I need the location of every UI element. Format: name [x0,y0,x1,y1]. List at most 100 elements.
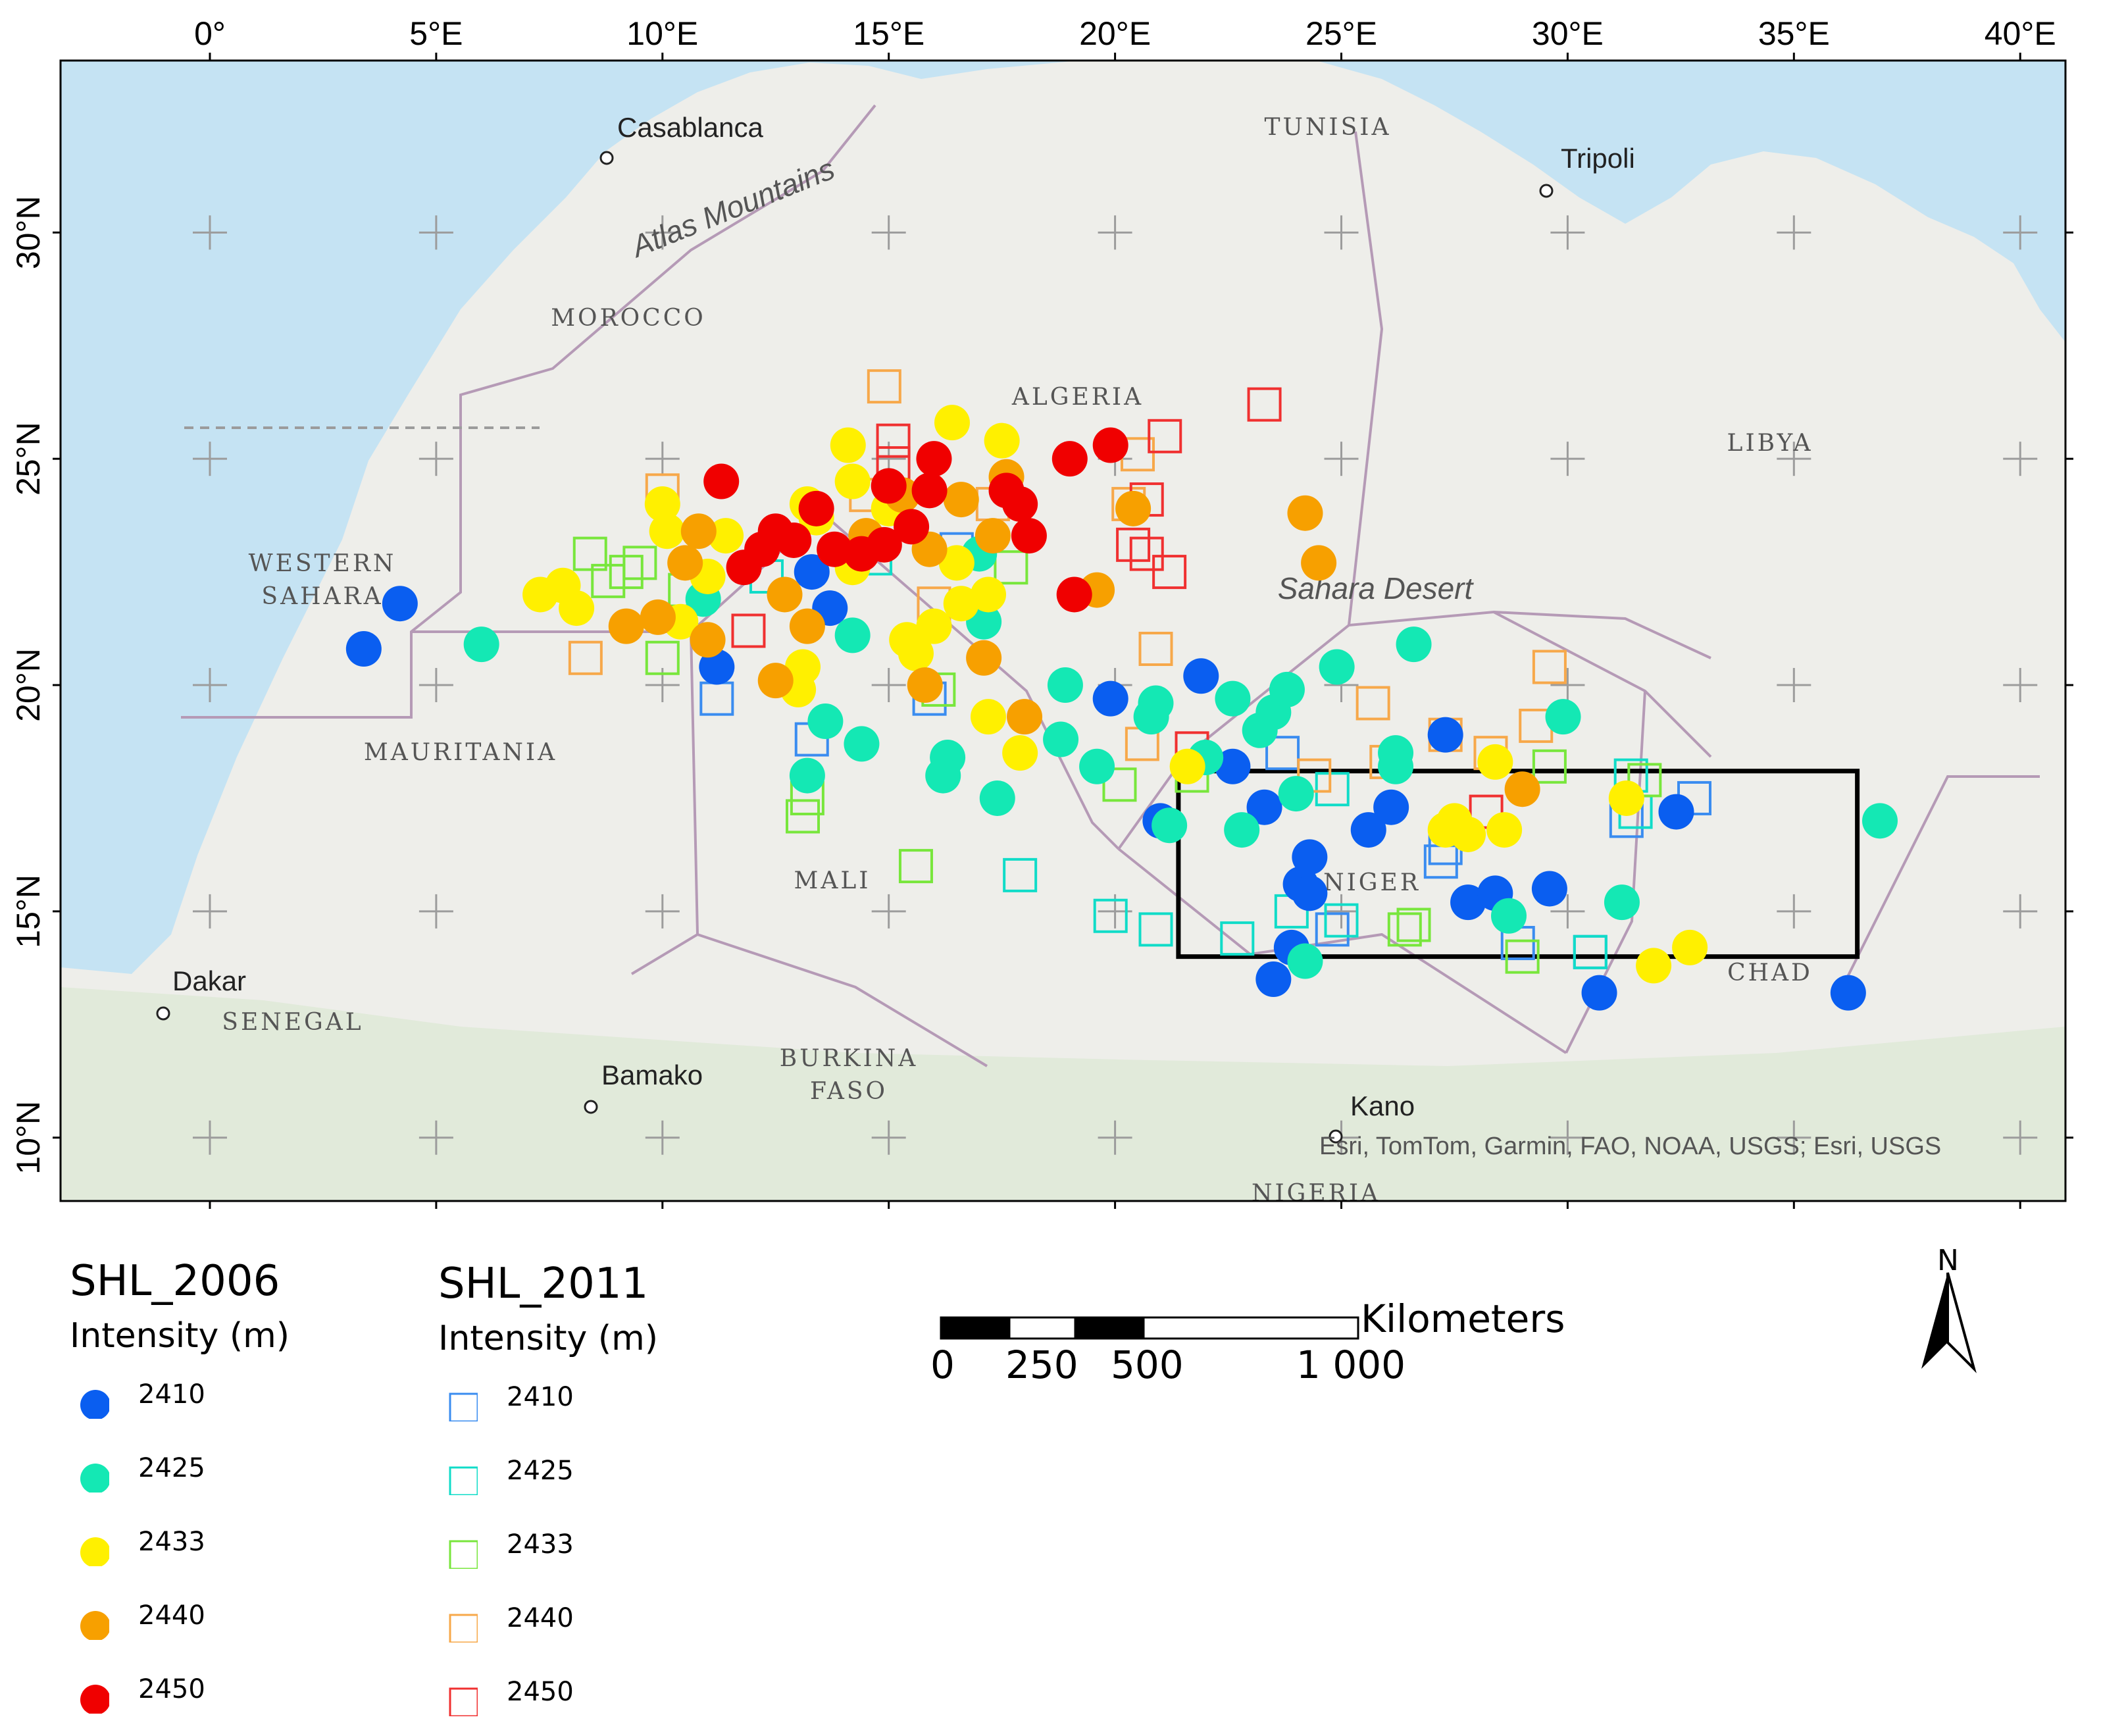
shl-2011-point [1315,912,1350,947]
shl-2006-point [703,463,740,499]
scale-bar: Kilometers 0 250 500 1 000 [921,1296,1566,1395]
map-figure: MOROCCO ALGERIA TUNISIA LIBYA WESTERN SAHARA M… [10,15,2073,1209]
shl-2006-point [1292,839,1328,875]
shl-2006-point [916,441,952,477]
shl-2011-point [1469,794,1504,829]
shl-2006-point [789,608,825,644]
lat-tick-label: 15°N [10,875,47,948]
shl-2006-point [1350,812,1386,848]
shl-2006-point [1486,812,1523,848]
shl-2011-point [1129,536,1164,571]
study-area-box [1176,769,1860,959]
shl-2011-point [645,640,680,675]
legend-title-2006: SHL_2006 [70,1257,280,1306]
shl-2006-point [1319,649,1355,685]
shl-2006-point [1490,898,1527,934]
legend-circle-swatch [80,1390,109,1419]
shl-2011-point [1532,749,1567,784]
shl-2006-point [1287,943,1323,979]
legend-item: 2450 [66,1674,263,1733]
lon-tick-label: 40°E [1985,15,2056,52]
legend-circle-swatch [80,1464,109,1493]
shl-2011-point [1297,758,1332,793]
legend-item-label: 2433 [507,1529,574,1560]
shl-2006-point [1224,812,1260,848]
shl-2006-point [559,590,595,626]
legend-subtitle-2011: Intensity (m) [438,1319,659,1358]
legend-item-label: 2440 [138,1600,205,1631]
shl-2006-point [1092,680,1128,717]
shl-2011-point [1573,934,1607,969]
map-frame [59,59,2067,1202]
shl-2011-point [1627,763,1662,798]
legend-item: 2410 [66,1379,263,1439]
shl-2006-point [834,463,871,499]
lon-tick-label: 15°E [853,15,924,52]
north-arrow: N [1908,1244,1987,1375]
shl-2006-point [1830,975,1866,1011]
tick-labels: 0° 5°E 10°E 15°E 20°E 25°E 30°E 35°E 40°E 10°N 15°… [10,15,2073,1209]
legend-item: 2433 [66,1527,263,1586]
country-label: CHAD [1727,959,1813,986]
shl-2006-point [649,513,685,549]
scale-bar-graphic [940,1316,1359,1340]
shl-2006-point [1043,721,1079,757]
country-label: LIBYA [1727,430,1813,457]
shl-2006-point [817,531,853,567]
shl-2011-point [1315,772,1350,807]
shl-2006-point [943,586,979,622]
city-label: Tripoli [1561,143,1635,174]
legend-square-swatch [449,1392,478,1421]
shl-2006-point [1079,748,1115,784]
shl-2011-point [1387,912,1422,947]
country-label: TUNISIA [1265,114,1392,141]
shl-2006-point [1396,626,1432,663]
lat-tick-label: 20°N [10,648,47,722]
shl-2006-point [1450,816,1486,852]
shl-2006-point [757,663,794,699]
north-arrow-icon [1921,1272,1977,1373]
shl-2006-point [798,490,834,526]
legend-item: 2425 [434,1456,632,1515]
city-marker [156,1006,170,1021]
shl-2006-point [640,599,676,635]
shl-2006-point [1115,490,1152,526]
shl-2006-point [608,608,644,644]
country-label: SENEGAL [222,1009,363,1036]
shl-2006-point [934,405,970,441]
city-marker [584,1100,598,1114]
shl-2011-point [731,613,766,648]
shl-2006-point [667,545,703,581]
legend-item: 2410 [434,1382,632,1441]
shl-2011-point [1116,527,1151,562]
shl-2011-point [898,849,933,884]
lon-tick-label: 25°E [1305,15,1377,52]
shl-2011-point [1532,650,1567,684]
legend-item: 2440 [66,1600,263,1660]
lon-tick-label: 0° [194,15,226,52]
shl-2006-point [1287,495,1323,531]
shl-2011-point [568,640,603,675]
shl-2011-point [1148,419,1182,453]
lon-tick-label: 5°E [409,15,463,52]
shl-2006-point [1545,699,1581,735]
shl-2011-point [622,546,657,580]
map-labels: MOROCCO ALGERIA TUNISIA LIBYA WESTERN SAHARA M… [156,112,1813,1201]
shl-2011-point [1220,921,1255,956]
attribution-text: Esri, TomTom, Garmin, FAO, NOAA, USGS; E… [1319,1133,1941,1160]
shl-2006-point [1477,744,1513,780]
scale-label-500: 500 [1111,1342,1184,1387]
legend-item-label: 2425 [138,1453,205,1483]
legend-item-label: 2410 [507,1382,574,1412]
city-marker [1539,184,1554,198]
legend-title-2011: SHL_2011 [438,1260,649,1308]
legend-item-label: 2450 [507,1677,574,1707]
shl-2011-point [1265,736,1300,771]
legend-shl-2006: SHL_2006 Intensity (m) 2410 2425 2433 2440 2… [66,1250,408,1714]
shl-2006-point [1092,427,1128,463]
lon-tick-label: 20°E [1079,15,1151,52]
shl-2006-point [1581,975,1617,1011]
sahel-vegetation [61,987,2065,1201]
shl-2006-point [916,608,952,644]
scale-label-250: 250 [1005,1342,1078,1387]
